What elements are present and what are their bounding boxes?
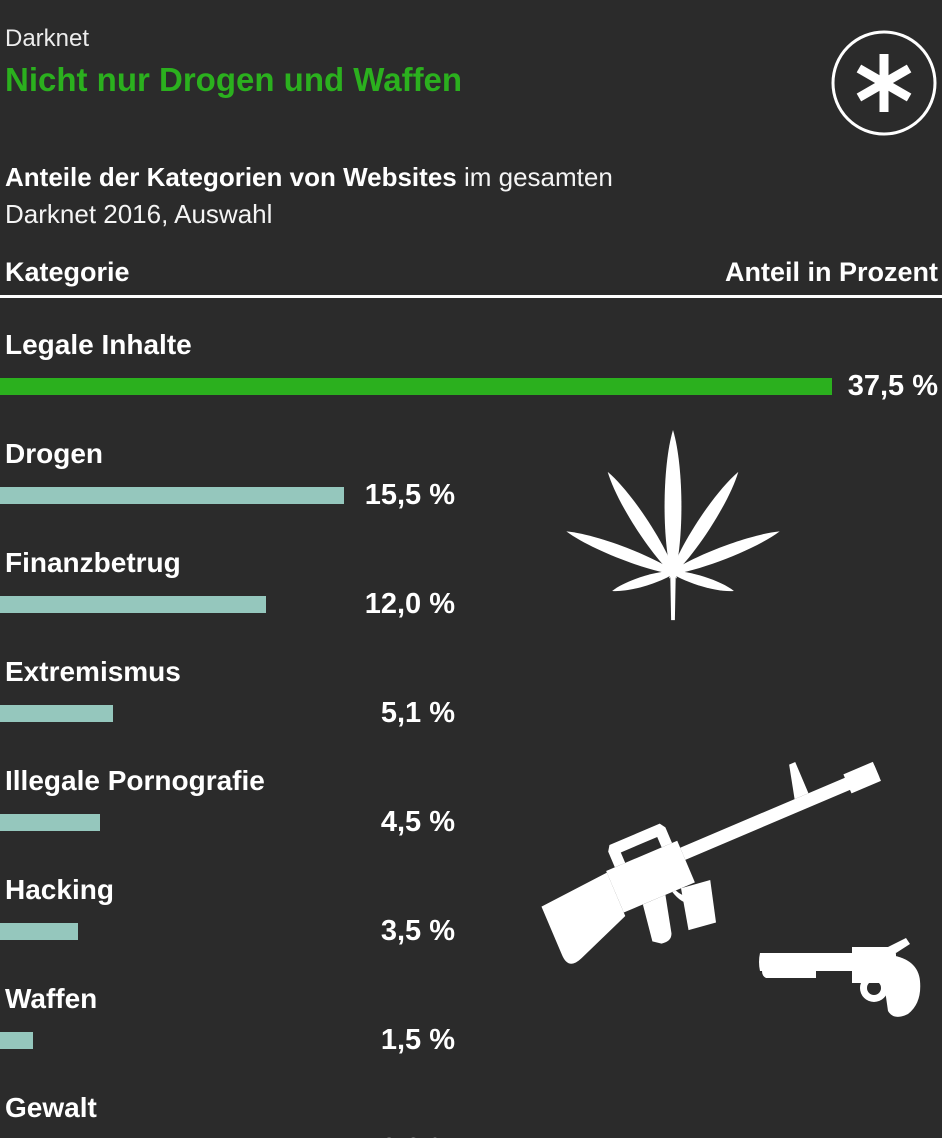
value-label: 0,6 %: [381, 1133, 455, 1138]
bar-line: 15,5 %: [0, 479, 455, 512]
bar: [0, 923, 78, 940]
bar-line: 0,6 %: [0, 1133, 455, 1138]
category-label: Gewalt: [5, 1092, 97, 1123]
column-header-category: Kategorie: [5, 257, 130, 287]
category-label: Illegale Pornografie: [5, 765, 265, 796]
value-label: 5,1 %: [380, 697, 455, 729]
chart-row: Gewalt 0,6 %: [0, 1093, 942, 1138]
value-label: 3,5 %: [380, 915, 455, 947]
category-label: Hacking: [5, 874, 114, 905]
bar-line: 5,1 %: [0, 697, 455, 730]
category-label: Extremismus: [5, 656, 181, 687]
subtitle-line-2: Darknet 2016, Auswahl: [5, 199, 273, 229]
category-label: Drogen: [5, 438, 103, 469]
chart-row: Waffen 1,5 %: [0, 984, 942, 1057]
bar-line: 37,5 %: [0, 370, 942, 403]
bar: [0, 705, 113, 722]
category-label: Finanzbetrug: [5, 547, 181, 578]
category-label: Waffen: [5, 983, 98, 1014]
chart-subtitle: Anteile der Kategorien von Websites im g…: [0, 159, 942, 233]
bar-line: 12,0 %: [0, 588, 455, 621]
table-header: Kategorie Anteil in Prozent: [0, 257, 942, 298]
value-label: 12,0 %: [364, 588, 455, 620]
bar: [0, 1032, 33, 1049]
chart-row: Extremismus 5,1 %: [0, 657, 942, 730]
subtitle-line-1: Anteile der Kategorien von Websites im g…: [5, 159, 938, 196]
subtitle-rest: im gesamten: [456, 162, 613, 192]
asterisk-circle-logo: [830, 29, 938, 137]
bar-line: 1,5 %: [0, 1024, 455, 1057]
category-label: Legale Inhalte: [5, 329, 192, 360]
bar: [0, 596, 266, 613]
chart-row: Drogen 15,5 %: [0, 439, 942, 512]
chart-row: Finanzbetrug 12,0 %: [0, 548, 942, 621]
bar: [0, 378, 832, 395]
bar-line: 3,5 %: [0, 915, 455, 948]
kicker: Darknet: [5, 25, 90, 52]
page-title: Nicht nur Drogen und Waffen: [5, 61, 463, 98]
chart-row: Illegale Pornografie 4,5 %: [0, 766, 942, 839]
value-label: 37,5 %: [847, 370, 938, 402]
bar: [0, 487, 344, 504]
bar-line: 4,5 %: [0, 806, 455, 839]
asterisk-icon: [831, 30, 937, 136]
bar-rows: Legale Inhalte 37,5 % Drogen 15,5 % Finanzbe…: [0, 330, 942, 1138]
column-header-share: Anteil in Prozent: [724, 257, 938, 287]
chart-row: Legale Inhalte 37,5 %: [0, 330, 942, 403]
subtitle-bold: Anteile der Kategorien von Websites: [5, 162, 457, 192]
chart-row: Hacking 3,5 %: [0, 875, 942, 948]
value-label: 4,5 %: [380, 806, 455, 838]
bar: [0, 814, 100, 831]
value-label: 15,5 %: [364, 479, 455, 511]
value-label: 1,5 %: [380, 1024, 455, 1056]
